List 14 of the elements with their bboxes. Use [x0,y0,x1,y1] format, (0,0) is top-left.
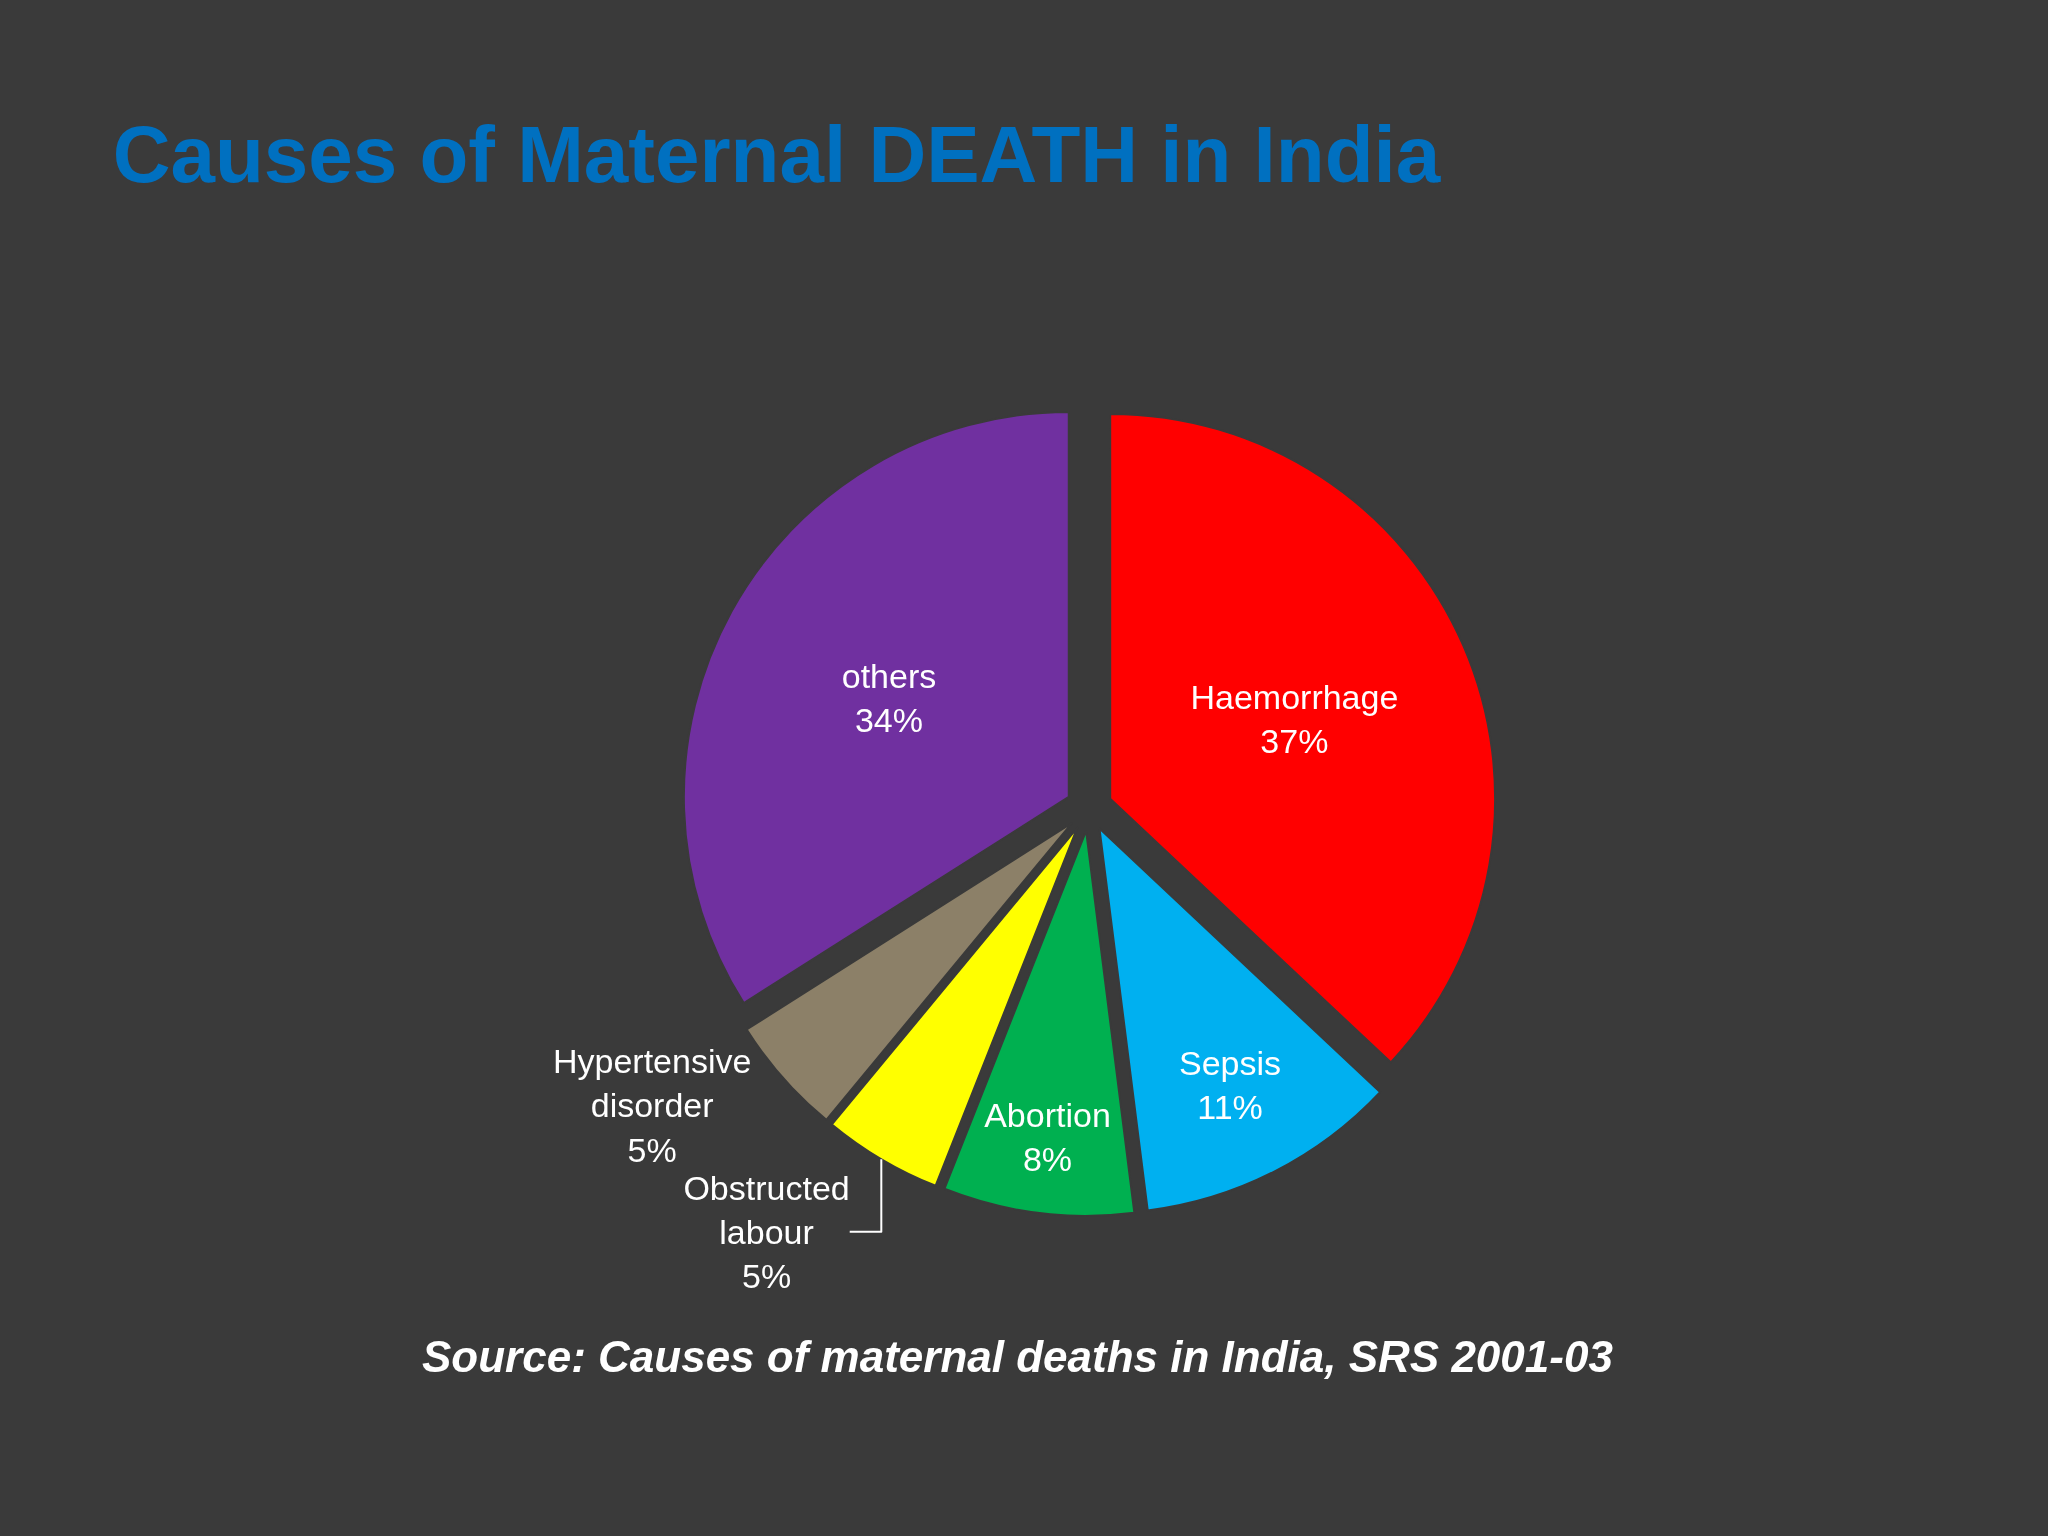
source-note: Source: Causes of maternal deaths in India, SRS 2001-03 [422,1332,1613,1381]
slice-label: Haemorrhage [1190,678,1399,717]
data-label: 34% [854,701,924,740]
data-label: 37% [1260,722,1329,761]
data-label: 11% [1197,1087,1263,1126]
data-label: 8% [1022,1139,1073,1178]
slice-label: Abortion [984,1095,1111,1134]
data-label: 5% [741,1257,792,1296]
data-label: 5% [627,1130,677,1169]
slice-label: Hypertensive disorder [552,1042,752,1125]
chart-title: Causes of Maternal DEATH in India [112,109,1441,199]
slice-label: Obstructed labour [683,1168,850,1251]
slice-label: others [841,656,937,695]
slice-label: Sepsis [1178,1043,1282,1082]
